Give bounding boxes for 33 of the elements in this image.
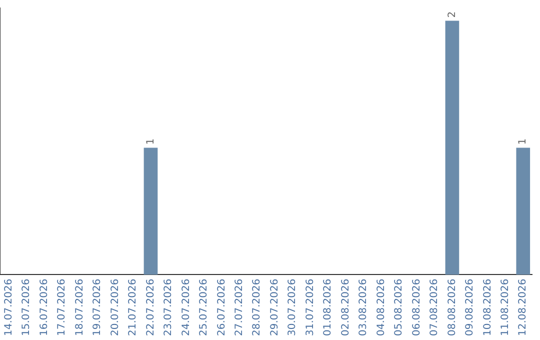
x-tick-label: 07.08.2026 (429, 278, 440, 336)
x-tick-label: 27.07.2026 (234, 278, 245, 336)
x-tick-label: 05.08.2026 (394, 278, 405, 336)
x-tick-label: 25.07.2026 (198, 278, 210, 336)
x-tick-label: 17.07.2026 (56, 278, 68, 336)
x-tick-label: 26.07.2026 (216, 278, 228, 336)
x-tick-label: 09.08.2026 (464, 278, 476, 336)
x-tick-label: 02.08.2026 (340, 278, 352, 336)
x-tick-label: 19.07.2026 (92, 278, 104, 336)
x-tick-label: 15.07.2026 (21, 278, 32, 336)
x-tick-label: 01.08.2026 (322, 278, 334, 336)
x-tick-label: 14.07.2026 (3, 278, 14, 336)
data-label: 1 (518, 138, 529, 145)
x-tick-label: 31.07.2026 (304, 278, 316, 336)
x-tick-label: 22.07.2026 (145, 278, 156, 336)
x-tick-label: 06.08.2026 (411, 278, 422, 336)
x-tick-label: 03.08.2026 (358, 278, 370, 336)
data-label: 2 (446, 11, 458, 18)
x-tick-label: 08.08.2026 (446, 278, 458, 336)
x-tick-label: 18.07.2026 (74, 278, 86, 336)
x-tick-label: 12.08.2026 (518, 278, 529, 336)
x-tick-label: 10.08.2026 (482, 278, 494, 336)
data-label: 1 (145, 138, 156, 145)
x-tick-label: 20.07.2026 (110, 278, 121, 336)
x-tick-label: 24.07.2026 (180, 278, 192, 336)
x-tick-label: 28.07.2026 (252, 278, 263, 336)
x-tick-label: 29.07.2026 (269, 278, 280, 336)
x-tick-label: 21.07.2026 (128, 278, 139, 336)
x-tick-label: 23.07.2026 (163, 278, 174, 336)
x-tick-label: 16.07.2026 (38, 278, 50, 336)
x-tick-label: 04.08.2026 (376, 278, 387, 336)
x-tick-label: 11.08.2026 (500, 278, 511, 336)
x-tick-label: 30.07.2026 (287, 278, 298, 336)
